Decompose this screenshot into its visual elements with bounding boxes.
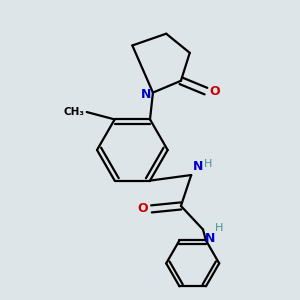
Text: O: O [137, 202, 148, 215]
Text: O: O [209, 85, 220, 98]
Text: H: H [215, 223, 224, 233]
Text: H: H [204, 158, 212, 169]
Text: N: N [205, 232, 215, 245]
Text: N: N [193, 160, 203, 173]
Text: CH₃: CH₃ [63, 107, 84, 117]
Text: N: N [140, 88, 151, 100]
